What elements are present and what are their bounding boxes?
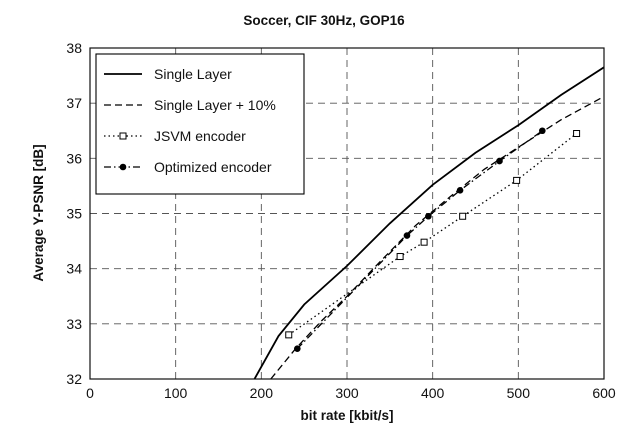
y-tick-label: 34 bbox=[66, 261, 82, 277]
series-single-layer bbox=[253, 66, 604, 379]
data-point bbox=[285, 331, 293, 339]
legend-label: Optimized encoder bbox=[154, 159, 272, 175]
x-axis-label: bit rate [kbit/s] bbox=[300, 408, 393, 423]
series-line bbox=[288, 132, 578, 336]
plot-frame bbox=[89, 47, 605, 380]
legend-box bbox=[95, 53, 305, 195]
y-tick-label: 35 bbox=[66, 206, 82, 222]
data-point bbox=[425, 212, 432, 220]
data-point bbox=[573, 130, 581, 138]
y-tick-label: 37 bbox=[66, 95, 82, 111]
legend-marker bbox=[119, 163, 127, 171]
plot-series bbox=[253, 66, 604, 379]
y-tick-label: 36 bbox=[66, 150, 82, 166]
y-tick-label: 33 bbox=[66, 316, 82, 332]
data-point bbox=[420, 238, 428, 246]
data-point bbox=[513, 176, 521, 184]
data-point bbox=[459, 212, 467, 220]
legend-entry: Optimized encoder bbox=[104, 159, 272, 175]
legend-marker bbox=[119, 132, 127, 140]
data-point bbox=[496, 157, 503, 165]
data-point bbox=[403, 232, 411, 239]
series-single-layer-10 bbox=[270, 95, 604, 379]
x-tick-label: 0 bbox=[86, 385, 94, 401]
x-tick-label: 100 bbox=[164, 385, 188, 401]
legend-label: Single Layer + 10% bbox=[154, 97, 276, 113]
data-point bbox=[396, 253, 404, 261]
y-axis-label: Average Y-PSNR [dB] bbox=[31, 144, 46, 281]
data-point bbox=[294, 345, 301, 352]
legend-entry: Single Layer + 10% bbox=[104, 97, 276, 113]
series-optimized-encoder bbox=[294, 127, 546, 352]
series-line bbox=[270, 95, 604, 379]
legend-entry: JSVM encoder bbox=[104, 128, 246, 144]
x-tick-label: 500 bbox=[507, 385, 531, 401]
legend: Single Layer Single Layer + 10% JSVM encod… bbox=[95, 53, 305, 195]
x-tick-label: 200 bbox=[250, 385, 274, 401]
legend-label: JSVM encoder bbox=[154, 128, 246, 144]
data-point bbox=[539, 127, 546, 135]
data-point bbox=[456, 187, 464, 194]
y-tick-label: 38 bbox=[66, 40, 82, 56]
series-jsvm-encoder bbox=[285, 130, 581, 339]
legend-entry: Single Layer bbox=[104, 66, 232, 82]
chart-title: Soccer, CIF 30Hz, GOP16 bbox=[243, 13, 405, 28]
x-tick-label: 400 bbox=[421, 385, 445, 401]
tick-labels: 0 100 200 300 400 500 600 32 33 34 35 36 37 38 bbox=[66, 40, 615, 401]
x-tick-label: 600 bbox=[592, 385, 616, 401]
series-line bbox=[296, 130, 543, 350]
legend-label: Single Layer bbox=[154, 66, 232, 82]
series-line bbox=[253, 66, 604, 379]
y-tick-label: 32 bbox=[66, 371, 82, 387]
x-tick-label: 300 bbox=[335, 385, 359, 401]
